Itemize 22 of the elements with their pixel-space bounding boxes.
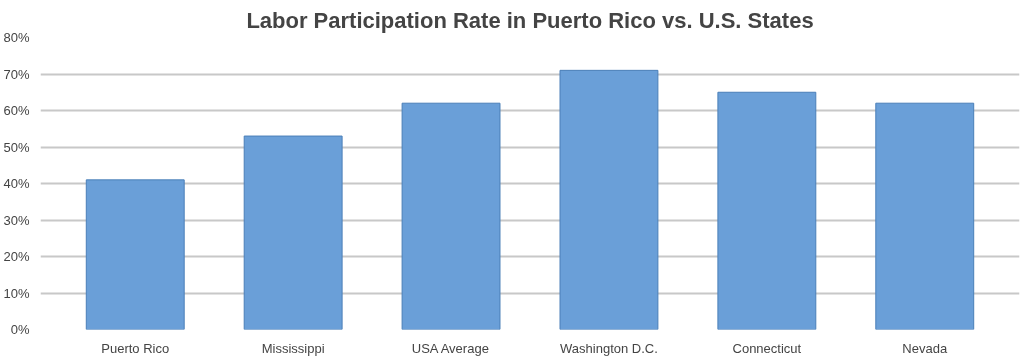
x-tick-label: Mississippi <box>261 340 325 356</box>
y-tick-label: 70% <box>3 66 30 82</box>
bar <box>85 179 185 330</box>
x-tick-label: Washington D.C. <box>560 340 658 356</box>
y-tick-label: 0% <box>10 322 30 337</box>
y-tick-label: 30% <box>3 212 30 228</box>
y-tick-label: 40% <box>3 176 30 191</box>
bar <box>243 135 343 330</box>
x-tick-label: Puerto Rico <box>101 340 170 356</box>
y-tick-label: 80% <box>3 30 30 45</box>
y-tick-label: 10% <box>3 285 30 301</box>
x-tick-label: USA Average <box>411 340 489 356</box>
chart-title: Labor Participation Rate in Puerto Rico vs. U.S. States <box>246 7 814 33</box>
bar <box>401 102 501 330</box>
x-tick-label: Nevada <box>902 340 948 356</box>
y-tick-label: 50% <box>3 139 30 155</box>
y-tick-label: 20% <box>3 249 30 264</box>
bar <box>559 69 659 330</box>
bar <box>875 102 975 330</box>
bar <box>717 91 817 330</box>
y-tick-label: 60% <box>3 103 30 118</box>
x-tick-label: Connecticut <box>732 340 802 356</box>
